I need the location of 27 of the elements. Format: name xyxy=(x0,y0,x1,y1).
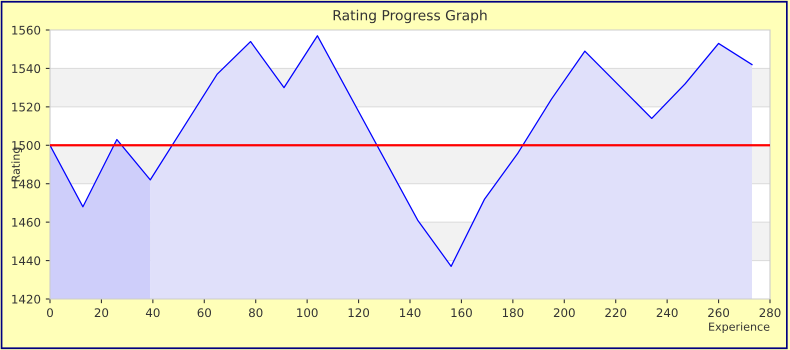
y-tick-label: 1520 xyxy=(12,102,40,112)
line-series xyxy=(50,35,753,267)
x-axis-title: Experience xyxy=(709,322,770,333)
chart-title: Rating Progress Graph xyxy=(334,10,487,24)
x-tick-label: 260 xyxy=(708,308,730,318)
y-tick-label: 1420 xyxy=(12,294,40,304)
x-tick-label: 80 xyxy=(249,308,262,318)
y-tick-label: 1500 xyxy=(12,141,40,150)
x-tick-label: 180 xyxy=(502,308,524,318)
x-tick-label: 280 xyxy=(760,308,780,318)
x-tick-label: 100 xyxy=(297,308,318,318)
x-tick-label: 0 xyxy=(47,308,53,318)
x-tick-label: 240 xyxy=(656,308,678,318)
x-tick-label: 60 xyxy=(198,308,212,318)
x-tick-label: 200 xyxy=(554,308,575,318)
y-tick-label: 1460 xyxy=(12,218,40,227)
x-tick-label: 40 xyxy=(146,308,160,318)
x-tick-label: 120 xyxy=(348,308,370,318)
y-tick-label: 1480 xyxy=(12,179,40,188)
y-tick-label: 1440 xyxy=(12,256,40,266)
x-tick-label: 220 xyxy=(605,308,626,318)
y-tick-label: 1560 xyxy=(12,26,40,35)
x-tick-label: 160 xyxy=(451,308,472,318)
y-tick-label: 1540 xyxy=(12,64,40,74)
x-tick-label: 140 xyxy=(400,308,420,318)
x-tick-label: 20 xyxy=(94,308,108,318)
y-axis-title: Rating xyxy=(11,148,22,182)
